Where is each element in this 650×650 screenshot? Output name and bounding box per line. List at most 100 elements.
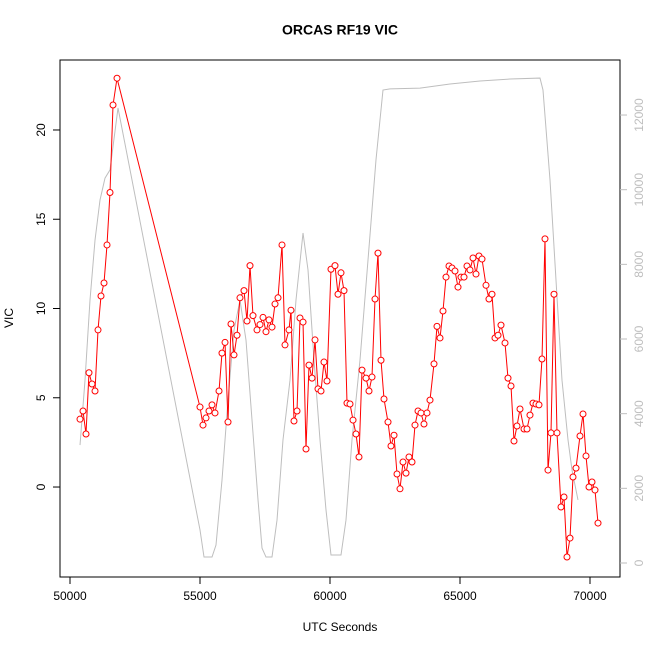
point	[362, 374, 370, 382]
point	[579, 410, 587, 418]
point	[535, 401, 543, 409]
point	[420, 420, 428, 428]
point	[106, 188, 114, 196]
point	[569, 473, 577, 481]
point	[274, 294, 282, 302]
point	[374, 249, 382, 257]
point	[547, 429, 555, 437]
point	[253, 326, 261, 334]
point	[302, 445, 310, 453]
point	[249, 312, 257, 320]
y-tick-label: 15	[34, 212, 48, 226]
series-line	[79, 78, 599, 558]
point	[396, 485, 404, 493]
point	[439, 307, 447, 315]
point	[243, 317, 251, 325]
point	[365, 387, 373, 395]
point	[85, 369, 93, 377]
point	[557, 503, 565, 511]
point	[523, 425, 531, 433]
point	[271, 300, 279, 308]
point	[563, 553, 571, 561]
point	[426, 396, 434, 404]
x-tick-label: 50000	[53, 589, 87, 603]
point	[281, 341, 289, 349]
point	[507, 382, 515, 390]
point	[227, 320, 235, 328]
point	[433, 322, 441, 330]
chart-title: ORCAS RF19 VIC	[282, 22, 398, 38]
point	[582, 452, 590, 460]
point	[205, 407, 213, 415]
point	[82, 430, 90, 438]
point	[411, 421, 419, 429]
y-axis-label: VIC	[2, 308, 16, 328]
point	[323, 377, 331, 385]
point	[202, 414, 210, 422]
point	[215, 387, 223, 395]
point	[268, 323, 276, 331]
point	[100, 279, 108, 287]
point	[423, 409, 431, 417]
point	[504, 374, 512, 382]
point	[485, 295, 493, 303]
point	[466, 266, 474, 274]
point	[346, 400, 354, 408]
point	[76, 415, 84, 423]
x-tick-label: 70000	[573, 589, 607, 603]
point	[380, 395, 388, 403]
point	[482, 281, 490, 289]
point	[308, 374, 316, 382]
point	[109, 101, 117, 109]
point	[393, 470, 401, 478]
point	[387, 442, 395, 450]
point	[97, 292, 105, 300]
point	[430, 360, 438, 368]
point	[317, 387, 325, 395]
point	[230, 351, 238, 359]
point	[287, 306, 295, 314]
point	[349, 416, 357, 424]
point	[390, 431, 398, 439]
point	[377, 356, 385, 364]
point	[402, 469, 410, 477]
point	[337, 269, 345, 277]
point	[79, 407, 87, 415]
point	[305, 361, 313, 369]
series-line	[79, 77, 579, 558]
point	[566, 534, 574, 542]
point	[358, 366, 366, 374]
point	[516, 405, 524, 413]
point	[208, 401, 216, 409]
point	[265, 316, 273, 324]
point	[262, 328, 270, 336]
point	[497, 321, 505, 329]
y2-tick-label: 10000	[632, 173, 646, 207]
point	[591, 486, 599, 494]
y2-tick-label: 0	[632, 559, 646, 566]
point	[285, 326, 293, 334]
point	[544, 466, 552, 474]
point	[501, 339, 509, 347]
point	[472, 270, 480, 278]
point	[196, 403, 204, 411]
point	[103, 241, 111, 249]
point	[553, 429, 561, 437]
point	[368, 373, 376, 381]
x-tick-label: 60000	[313, 589, 347, 603]
y2-tick-label: 6000	[632, 325, 646, 352]
point	[113, 74, 121, 82]
point	[293, 407, 301, 415]
point	[594, 519, 602, 527]
point	[199, 421, 207, 429]
point	[454, 283, 462, 291]
y2-tick-label: 4000	[632, 400, 646, 427]
point	[510, 437, 518, 445]
point	[233, 331, 241, 339]
point	[218, 349, 226, 357]
point	[240, 287, 248, 295]
point	[91, 387, 99, 395]
point	[442, 273, 450, 281]
point	[290, 417, 298, 425]
point	[526, 411, 534, 419]
